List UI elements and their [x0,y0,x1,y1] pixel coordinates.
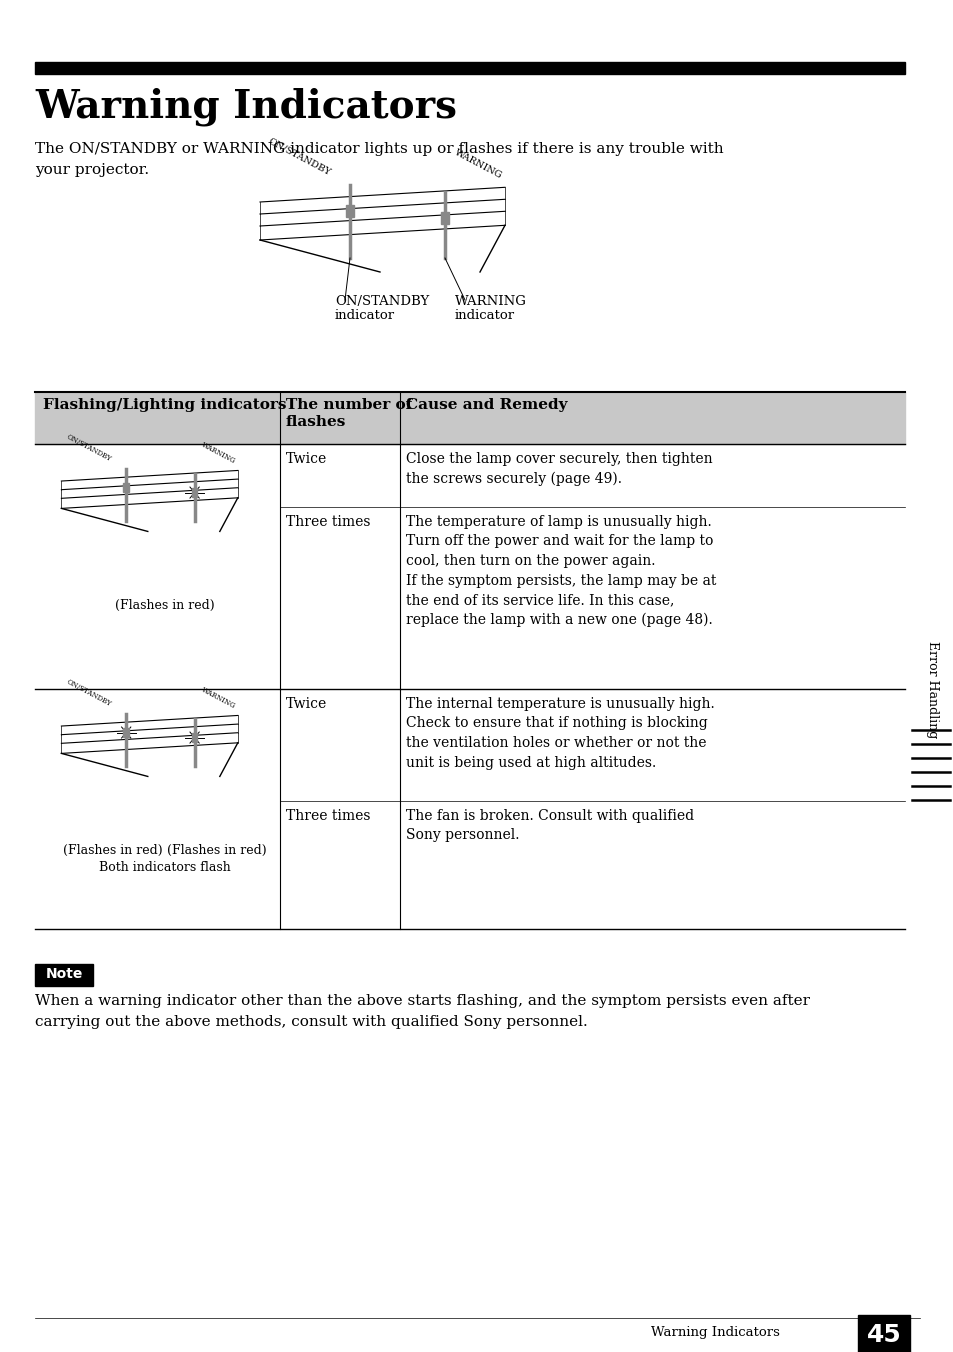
Bar [346,206,354,218]
Text: The internal temperature is unusually high.
Check to ensure that if nothing is b: The internal temperature is unusually hi… [406,698,714,769]
Bar [35,62,904,74]
Text: When a warning indicator other than the above starts flashing, and the symptom p: When a warning indicator other than the … [35,994,809,1029]
Text: indicator: indicator [335,310,395,322]
Text: Twice: Twice [286,698,327,711]
Text: ON/STANDBY: ON/STANDBY [66,433,113,462]
Text: The fan is broken. Consult with qualified
Sony personnel.: The fan is broken. Consult with qualifie… [406,808,694,842]
Text: The ON/STANDBY or WARNING indicator lights up or flashes if there is any trouble: The ON/STANDBY or WARNING indicator ligh… [35,142,723,177]
Text: Twice: Twice [286,452,327,466]
Text: WARNING: WARNING [200,441,237,465]
Bar [857,1315,909,1352]
Text: (Flashes in red): (Flashes in red) [63,844,163,857]
Text: (Flashes in red): (Flashes in red) [167,844,267,857]
Bar [192,733,197,742]
Bar [123,729,129,737]
Text: indicator: indicator [455,310,515,322]
Text: WARNING: WARNING [455,295,526,308]
Bar [192,488,197,498]
Text: ON/STANDBY: ON/STANDBY [266,137,332,177]
Text: ON/STANDBY: ON/STANDBY [66,677,113,708]
Text: Warning Indicators: Warning Indicators [651,1326,780,1338]
Text: The temperature of lamp is unusually high.
Turn off the power and wait for the l: The temperature of lamp is unusually hig… [406,515,716,627]
Text: Close the lamp cover securely, then tighten
the screws securely (page 49).: Close the lamp cover securely, then tigh… [406,452,712,487]
Bar [123,483,129,492]
Text: Three times: Three times [286,515,370,529]
Text: Note: Note [45,967,83,982]
Bar [35,964,92,986]
Text: ON/STANDBY: ON/STANDBY [335,295,429,308]
Text: Both indicators flash: Both indicators flash [99,861,231,873]
Text: Three times: Three times [286,808,370,823]
Text: The number of
flashes: The number of flashes [286,397,412,430]
Bar [440,212,449,224]
Text: WARNING: WARNING [453,147,503,180]
Text: (Flashes in red): (Flashes in red) [115,599,214,612]
Text: Flashing/Lighting indicators: Flashing/Lighting indicators [43,397,286,412]
Text: WARNING: WARNING [200,685,237,710]
Text: Error Handling: Error Handling [925,641,939,738]
Bar [35,392,904,443]
Text: 45: 45 [865,1324,901,1347]
Text: Warning Indicators: Warning Indicators [35,88,456,127]
Text: Cause and Remedy: Cause and Remedy [406,397,567,412]
